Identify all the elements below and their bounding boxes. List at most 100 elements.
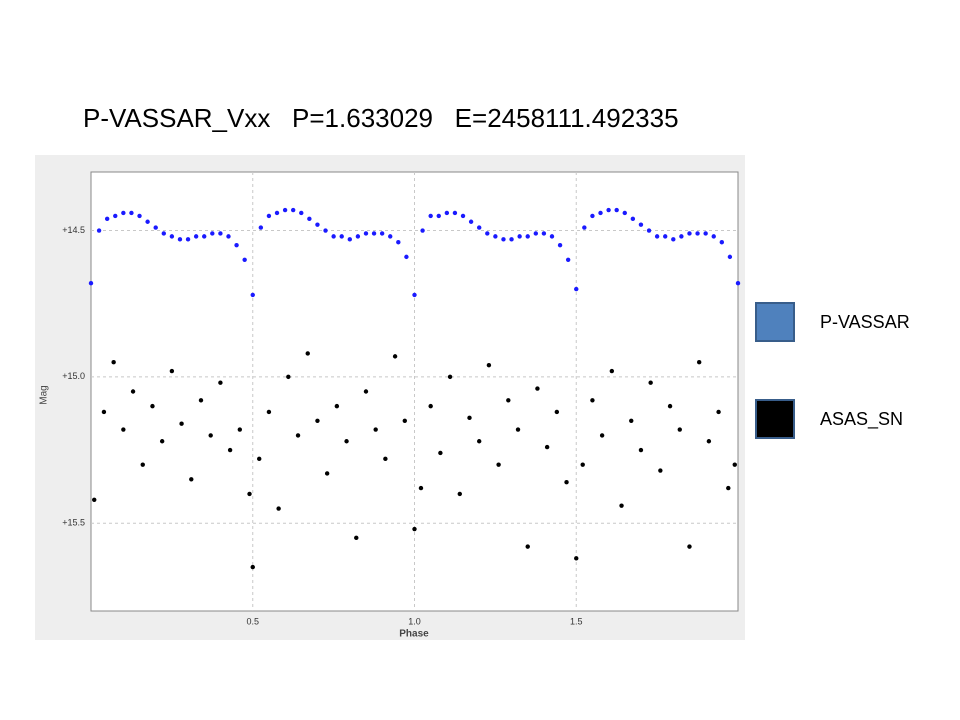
data-point	[130, 389, 136, 394]
data-point	[404, 254, 409, 260]
data-point	[324, 471, 330, 476]
data-point	[517, 234, 522, 239]
data-point	[88, 281, 94, 286]
data-point	[726, 485, 731, 491]
data-point	[383, 456, 388, 462]
data-point	[104, 216, 110, 222]
data-point	[307, 216, 312, 222]
data-point	[347, 237, 352, 242]
data-point	[189, 477, 194, 482]
data-point	[477, 225, 482, 230]
legend-label: P-VASSAR	[820, 312, 910, 332]
data-point	[468, 219, 474, 224]
data-point	[677, 427, 682, 432]
data-point	[506, 398, 511, 403]
y-tick-label: +14.5	[62, 225, 85, 235]
data-point	[185, 237, 191, 242]
data-point	[687, 231, 692, 236]
data-point	[638, 222, 644, 227]
data-point	[695, 231, 700, 236]
data-point	[486, 362, 492, 368]
data-point	[590, 398, 595, 403]
data-point	[598, 210, 603, 216]
data-point	[687, 544, 692, 549]
data-point	[315, 222, 320, 227]
data-point	[501, 237, 506, 242]
data-point	[266, 213, 272, 219]
data-point	[137, 213, 142, 219]
data-point	[315, 418, 320, 423]
data-point	[716, 409, 721, 415]
data-point	[509, 237, 514, 242]
data-point	[663, 234, 668, 239]
data-point	[614, 207, 619, 213]
data-point	[727, 254, 733, 260]
data-point	[418, 485, 424, 491]
data-point	[735, 281, 741, 286]
data-point	[402, 418, 407, 423]
data-point	[274, 210, 280, 216]
data-point	[339, 234, 344, 239]
data-point	[648, 380, 653, 385]
legend-swatch	[755, 399, 795, 439]
data-point	[696, 360, 702, 365]
data-point	[363, 231, 369, 236]
data-point	[457, 491, 462, 497]
data-point	[242, 257, 247, 262]
data-point	[658, 468, 663, 473]
data-point	[121, 210, 126, 216]
data-point	[535, 386, 540, 391]
data-point	[525, 234, 530, 239]
data-point	[412, 526, 417, 532]
data-point	[323, 228, 328, 233]
data-point	[169, 234, 175, 239]
data-point	[234, 242, 239, 248]
data-point	[305, 351, 310, 356]
data-point	[388, 234, 393, 239]
data-point	[630, 216, 636, 222]
data-point	[237, 427, 243, 432]
y-tick-label: +15.5	[62, 518, 85, 528]
x-axis-label: Phase	[399, 629, 429, 640]
data-point	[129, 210, 134, 216]
data-point	[150, 403, 155, 409]
data-point	[208, 433, 213, 438]
data-point	[258, 225, 264, 230]
data-point	[554, 409, 560, 415]
data-point	[496, 462, 501, 467]
chart-title: P-VASSAR_Vxx P=1.633029 E=2458111.492335	[83, 103, 679, 133]
data-point	[227, 447, 233, 453]
data-point	[515, 427, 521, 432]
y-axis-label: Mag	[39, 385, 50, 404]
data-point	[467, 415, 472, 421]
data-point	[574, 556, 579, 561]
data-point	[679, 234, 684, 239]
data-point	[161, 231, 166, 236]
data-point	[436, 213, 441, 219]
data-point	[282, 207, 288, 213]
data-point	[354, 535, 359, 541]
data-point	[344, 439, 349, 444]
data-point	[371, 231, 377, 236]
data-point	[646, 228, 652, 233]
data-point	[334, 403, 340, 409]
data-point	[392, 354, 398, 359]
data-point	[179, 421, 184, 426]
data-point	[493, 234, 498, 239]
data-point	[276, 506, 281, 511]
data-point	[654, 234, 660, 239]
x-tick-label: 0.5	[246, 616, 259, 626]
data-point	[193, 234, 199, 239]
data-point	[444, 210, 450, 216]
data-point	[606, 207, 611, 213]
legend-label: ASAS_SN	[820, 409, 903, 430]
data-point	[101, 409, 107, 415]
data-point	[379, 231, 385, 236]
data-point	[198, 398, 204, 403]
data-point	[533, 231, 539, 236]
data-point	[438, 450, 443, 456]
data-point	[485, 231, 490, 236]
data-point	[140, 462, 145, 467]
data-point	[355, 234, 361, 239]
